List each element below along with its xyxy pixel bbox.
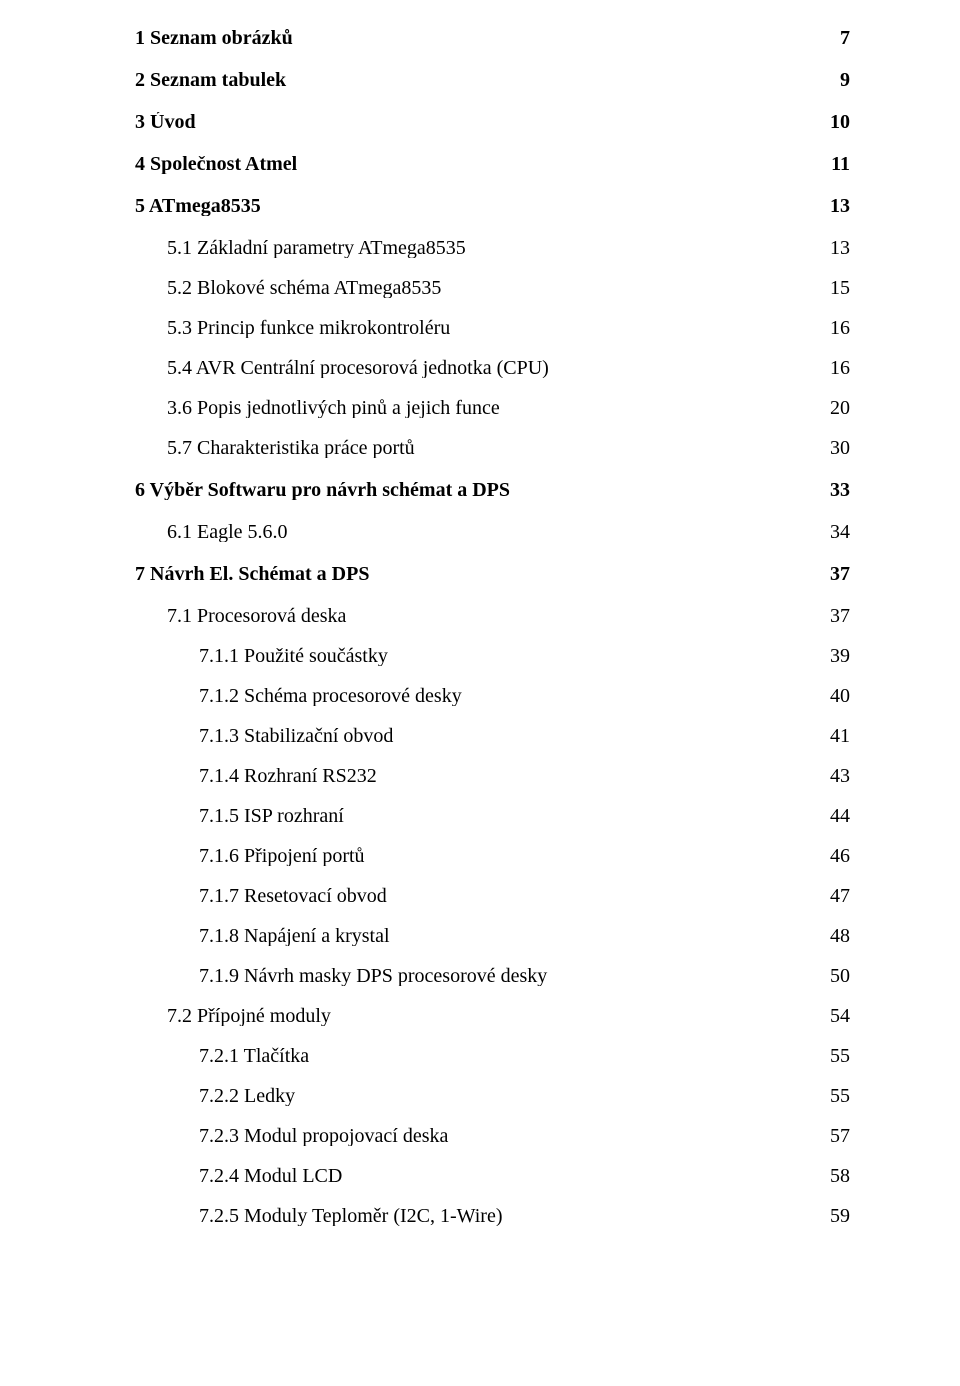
- toc-entry-page: 7: [836, 28, 850, 48]
- toc-entry: 6 Výběr Softwaru pro návrh schémat a DPS…: [135, 480, 850, 500]
- toc-entry-title: 7.1.2 Schéma procesorové desky: [199, 686, 462, 706]
- toc-entry-page: 41: [826, 726, 850, 746]
- toc-entry-title: 5.2 Blokové schéma ATmega8535: [167, 278, 441, 298]
- toc-entry-title: 5 ATmega8535: [135, 196, 261, 216]
- toc-entry: 7.1.2 Schéma procesorové desky 40: [135, 686, 850, 706]
- toc-entry-title: 7.1.8 Napájení a krystal: [199, 926, 390, 946]
- toc-entry: 5.3 Princip funkce mikrokontroléru 16: [135, 318, 850, 338]
- toc-entry-title: 7.1.7 Resetovací obvod: [199, 886, 387, 906]
- toc-entry-page: 16: [826, 318, 850, 338]
- toc-entry-page: 59: [826, 1206, 850, 1226]
- toc-entry-page: 11: [827, 154, 850, 174]
- toc-entry-title: 7.1.9 Návrh masky DPS procesorové desky: [199, 966, 547, 986]
- toc-entry-title: 7.1.6 Připojení portů: [199, 846, 365, 866]
- toc-entry-page: 39: [826, 646, 850, 666]
- toc-entry-title: 1 Seznam obrázků: [135, 28, 293, 48]
- toc-entry-title: 3 Úvod: [135, 112, 196, 132]
- toc-entry-title: 7.1.4 Rozhraní RS232: [199, 766, 377, 786]
- toc-entry-title: 6.1 Eagle 5.6.0: [167, 522, 288, 542]
- toc-entry: 7.1.9 Návrh masky DPS procesorové desky 5…: [135, 966, 850, 986]
- toc-entry-title: 5.7 Charakteristika práce portů: [167, 438, 415, 458]
- toc-entry: 6.1 Eagle 5.6.0 34: [135, 522, 850, 542]
- toc-entry: 7.2.2 Ledky 55: [135, 1086, 850, 1106]
- toc-entry-title: 7.2.1 Tlačítka: [199, 1046, 309, 1066]
- toc-entry-title: 5.1 Základní parametry ATmega8535: [167, 238, 466, 258]
- toc-entry: 7.2.5 Moduly Teploměr (I2C, 1-Wire) 59: [135, 1206, 850, 1226]
- toc-entry: 3 Úvod 10: [135, 112, 850, 132]
- toc-entry: 3.6 Popis jednotlivých pinů a jejich fun…: [135, 398, 850, 418]
- toc-entry: 2 Seznam tabulek 9: [135, 70, 850, 90]
- toc-entry: 7.2.4 Modul LCD 58: [135, 1166, 850, 1186]
- toc-entry-page: 30: [826, 438, 850, 458]
- toc-entry-page: 44: [826, 806, 850, 826]
- toc-entry-title: 2 Seznam tabulek: [135, 70, 286, 90]
- toc-entry-title: 7.1.3 Stabilizační obvod: [199, 726, 393, 746]
- toc-entry-title: 7.1.5 ISP rozhraní: [199, 806, 344, 826]
- toc-entry-page: 9: [836, 70, 850, 90]
- toc-entry-title: 4 Společnost Atmel: [135, 154, 297, 174]
- toc-entry-page: 57: [826, 1126, 850, 1146]
- toc-entry: 7 Návrh El. Schémat a DPS 37: [135, 564, 850, 584]
- toc-entry-title: 3.6 Popis jednotlivých pinů a jejich fun…: [167, 398, 500, 418]
- toc-entry-page: 47: [826, 886, 850, 906]
- toc-entry: 7.1.1 Použité součástky 39: [135, 646, 850, 666]
- toc-entry: 5.2 Blokové schéma ATmega8535 15: [135, 278, 850, 298]
- toc-entry-title: 7.2.5 Moduly Teploměr (I2C, 1-Wire): [199, 1206, 502, 1226]
- toc-entry-title: 7.1 Procesorová deska: [167, 606, 346, 626]
- toc-entry-page: 13: [826, 196, 850, 216]
- toc-entry-page: 37: [826, 564, 850, 584]
- toc-entry-page: 55: [826, 1086, 850, 1106]
- toc-entry: 7.1.4 Rozhraní RS232 43: [135, 766, 850, 786]
- toc-entry-page: 33: [826, 480, 850, 500]
- toc-entry-title: 6 Výběr Softwaru pro návrh schémat a DPS: [135, 480, 510, 500]
- toc-entry: 5.4 AVR Centrální procesorová jednotka (…: [135, 358, 850, 378]
- toc-entry-page: 55: [826, 1046, 850, 1066]
- toc-entry-page: 20: [826, 398, 850, 418]
- toc-entry: 7.1.8 Napájení a krystal 48: [135, 926, 850, 946]
- toc-entry: 7.1.6 Připojení portů 46: [135, 846, 850, 866]
- toc-entry: 7.1.3 Stabilizační obvod 41: [135, 726, 850, 746]
- toc-entry-page: 37: [826, 606, 850, 626]
- toc-entry-page: 15: [826, 278, 850, 298]
- toc-entry: 7.2 Přípojné moduly 54: [135, 1006, 850, 1026]
- toc-page: 1 Seznam obrázků 7 2 Seznam tabulek 9 3 Úvod…: [0, 0, 960, 1386]
- toc-entry: 5.1 Základní parametry ATmega8535 13: [135, 238, 850, 258]
- toc-entry-title: 7.1.1 Použité součástky: [199, 646, 388, 666]
- toc-entry-page: 54: [826, 1006, 850, 1026]
- toc-entry-page: 10: [826, 112, 850, 132]
- toc-entry-page: 40: [826, 686, 850, 706]
- toc-entry-title: 7.2.2 Ledky: [199, 1086, 295, 1106]
- toc-entry: 7.2.1 Tlačítka 55: [135, 1046, 850, 1066]
- toc-entry-title: 7 Návrh El. Schémat a DPS: [135, 564, 369, 584]
- toc-entry: 5 ATmega8535 13: [135, 196, 850, 216]
- toc-entry-page: 34: [826, 522, 850, 542]
- toc-entry-title: 7.2 Přípojné moduly: [167, 1006, 331, 1026]
- toc-entry-title: 5.3 Princip funkce mikrokontroléru: [167, 318, 450, 338]
- toc-entry-title: 5.4 AVR Centrální procesorová jednotka (…: [167, 358, 549, 378]
- toc-entry-title: 7.2.4 Modul LCD: [199, 1166, 342, 1186]
- toc-entry-page: 50: [826, 966, 850, 986]
- toc-entry: 7.1.5 ISP rozhraní 44: [135, 806, 850, 826]
- toc-entry: 5.7 Charakteristika práce portů 30: [135, 438, 850, 458]
- toc-entry: 7.2.3 Modul propojovací deska 57: [135, 1126, 850, 1146]
- toc-entry-title: 7.2.3 Modul propojovací deska: [199, 1126, 448, 1146]
- toc-entry-page: 13: [826, 238, 850, 258]
- toc-entry-page: 16: [826, 358, 850, 378]
- toc-entry: 1 Seznam obrázků 7: [135, 28, 850, 48]
- toc-entry-page: 46: [826, 846, 850, 866]
- toc-entry: 7.1 Procesorová deska 37: [135, 606, 850, 626]
- toc-entry-page: 58: [826, 1166, 850, 1186]
- toc-entry-page: 48: [826, 926, 850, 946]
- toc-entry: 7.1.7 Resetovací obvod 47: [135, 886, 850, 906]
- toc-entry-page: 43: [826, 766, 850, 786]
- toc-entry: 4 Společnost Atmel 11: [135, 154, 850, 174]
